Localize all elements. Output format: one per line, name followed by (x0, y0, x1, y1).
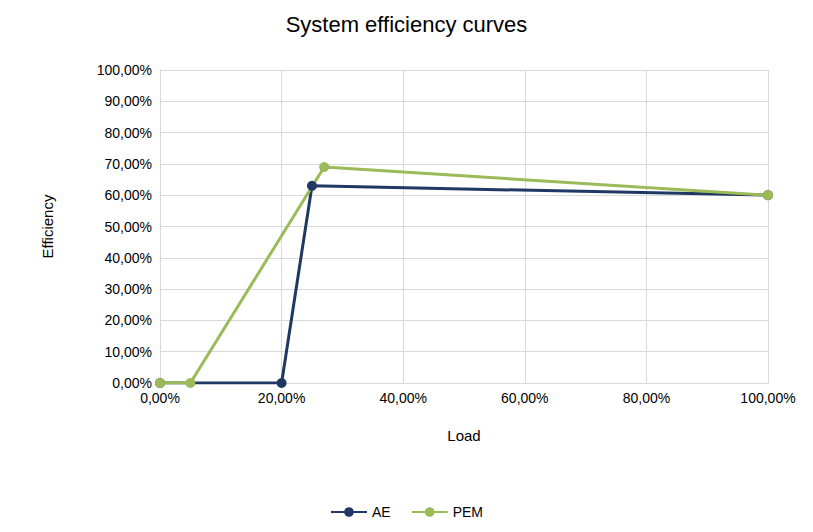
svg-text:40,00%: 40,00% (379, 390, 426, 406)
svg-text:60,00%: 60,00% (501, 390, 548, 406)
svg-text:50,00%: 50,00% (105, 219, 152, 235)
svg-text:PEM: PEM (453, 504, 483, 520)
svg-text:20,00%: 20,00% (258, 390, 305, 406)
svg-text:20,00%: 20,00% (105, 312, 152, 328)
svg-text:Efficiency: Efficiency (39, 194, 56, 258)
svg-text:60,00%: 60,00% (105, 187, 152, 203)
svg-text:Load: Load (447, 427, 480, 444)
svg-text:30,00%: 30,00% (105, 281, 152, 297)
svg-text:0,00%: 0,00% (140, 390, 180, 406)
svg-text:70,00%: 70,00% (105, 156, 152, 172)
svg-text:AE: AE (372, 504, 391, 520)
svg-text:40,00%: 40,00% (105, 250, 152, 266)
svg-text:90,00%: 90,00% (105, 93, 152, 109)
svg-text:100,00%: 100,00% (740, 390, 795, 406)
svg-text:80,00%: 80,00% (105, 125, 152, 141)
svg-text:System efficiency curves: System efficiency curves (286, 12, 528, 37)
svg-text:80,00%: 80,00% (623, 390, 670, 406)
svg-text:100,00%: 100,00% (97, 62, 152, 78)
svg-text:10,00%: 10,00% (105, 344, 152, 360)
svg-text:0,00%: 0,00% (112, 375, 152, 391)
